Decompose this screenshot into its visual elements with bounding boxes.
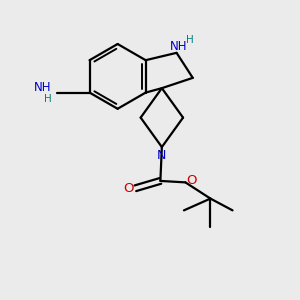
Text: O: O xyxy=(124,182,134,195)
Text: NH: NH xyxy=(34,81,52,94)
Text: O: O xyxy=(186,174,196,188)
Text: H: H xyxy=(186,35,194,46)
Text: H: H xyxy=(44,94,52,104)
Text: NH: NH xyxy=(170,40,188,53)
Text: N: N xyxy=(157,148,166,161)
